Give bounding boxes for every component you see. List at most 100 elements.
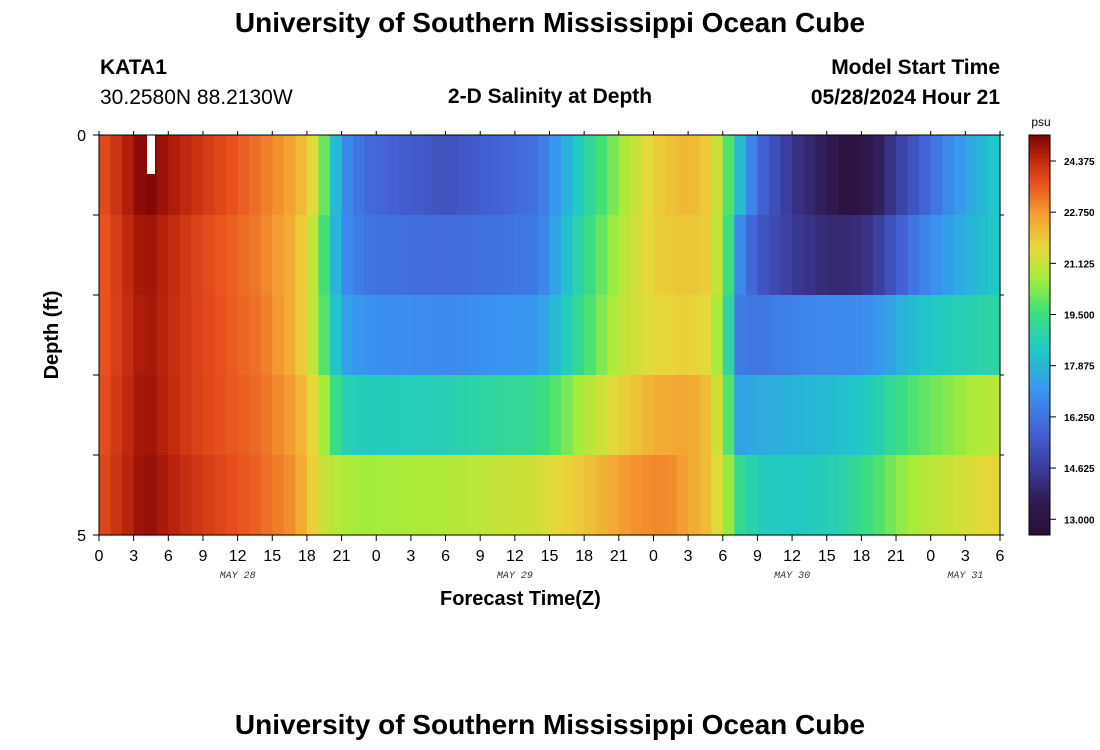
- heatmap-cell: [364, 455, 377, 536]
- heatmap-cell: [202, 295, 216, 376]
- heatmap-cell: [849, 455, 862, 536]
- heatmap-cell: [260, 455, 273, 536]
- heatmap-cell: [757, 375, 770, 456]
- heatmap-cell: [399, 215, 412, 296]
- heatmap-cell: [145, 455, 158, 536]
- heatmap-cell: [826, 375, 839, 456]
- heatmap-cell: [584, 375, 597, 456]
- heatmap-cell: [688, 215, 701, 296]
- heatmap-cell: [526, 375, 539, 456]
- heatmap-cell: [410, 455, 424, 536]
- heatmap-cell: [480, 375, 493, 456]
- heatmap-cell: [399, 295, 412, 376]
- heatmap-cell: [399, 455, 412, 536]
- heatmap-cell: [122, 135, 135, 216]
- heatmap-cell: [676, 295, 689, 376]
- heatmap-cell: [364, 375, 377, 456]
- heatmap-cell: [191, 135, 204, 216]
- heatmap-cell: [896, 295, 909, 376]
- heatmap-cell: [711, 455, 724, 536]
- heatmap-cell: [99, 295, 112, 376]
- heatmap-cell: [768, 135, 782, 216]
- heatmap-cell: [445, 135, 458, 216]
- x-tick-label: 9: [199, 548, 208, 565]
- heatmap-cell: [826, 455, 839, 536]
- heatmap-cell: [988, 135, 1001, 216]
- heatmap-cell: [896, 135, 909, 216]
- x-tick-label: 15: [541, 548, 559, 565]
- heatmap-cell: [561, 375, 574, 456]
- heatmap-cell: [237, 295, 250, 376]
- heatmap-cell: [503, 455, 516, 536]
- heatmap-cell: [376, 455, 389, 536]
- x-tick-label: 12: [783, 548, 801, 565]
- heatmap-cell: [491, 375, 504, 456]
- heatmap-cell: [364, 295, 377, 376]
- heatmap-cell: [896, 455, 909, 536]
- heatmap-cell: [734, 375, 747, 456]
- heatmap-cell: [838, 215, 851, 296]
- heatmap-cell: [491, 455, 504, 536]
- plot-title: 2-D Salinity at Depth: [447, 85, 653, 108]
- heatmap-cell: [99, 375, 112, 456]
- heatmap-cell: [595, 295, 608, 376]
- heatmap-cell: [387, 295, 400, 376]
- heatmap-cell: [179, 295, 193, 376]
- heatmap-cell: [503, 375, 516, 456]
- heatmap-cell: [965, 375, 978, 456]
- heatmap-cell: [965, 135, 978, 216]
- x-tick-label: 15: [818, 548, 836, 565]
- heatmap-cell: [156, 135, 169, 216]
- heatmap-cell: [410, 295, 424, 376]
- heatmap-cell: [133, 455, 146, 536]
- heatmap-cell: [156, 455, 169, 536]
- heatmap-cell: [214, 295, 227, 376]
- heatmap-cell: [665, 295, 678, 376]
- heatmap-cell: [618, 295, 631, 376]
- heatmap-cell: [711, 135, 724, 216]
- heatmap-cell: [306, 455, 320, 536]
- heatmap-cell: [480, 215, 493, 296]
- heatmap-cell: [641, 215, 655, 296]
- heatmap-cell: [976, 135, 990, 216]
- heatmap-cell: [988, 295, 1001, 376]
- x-axis: 0 3 6 9 12 15 18 21 0 3 6 9 12 15 18 21 0 3 6 9 12 15 18 21 0 3 6 M…: [95, 131, 1005, 582]
- heatmap-cell: [780, 215, 793, 296]
- heatmap-cell: [318, 215, 331, 296]
- heatmap-cell: [953, 295, 966, 376]
- heatmap-cell: [341, 455, 354, 536]
- heatmap-cell: [930, 135, 943, 216]
- heatmap-cell: [179, 375, 193, 456]
- heatmap-cell: [641, 375, 655, 456]
- heatmap-cell: [249, 295, 262, 376]
- heatmap-cell: [561, 215, 574, 296]
- heatmap-cell: [803, 295, 816, 376]
- heatmap-cell: [688, 375, 701, 456]
- y-tick-label: 5: [77, 528, 86, 545]
- heatmap-cell: [549, 295, 562, 376]
- heatmap-cell: [618, 455, 631, 536]
- heatmap-cell: [491, 215, 504, 296]
- heatmap-cell: [480, 135, 493, 216]
- heatmap-cell: [711, 295, 724, 376]
- heatmap-cell: [826, 295, 839, 376]
- heatmap-cell: [330, 455, 343, 536]
- heatmap-cell: [745, 455, 759, 536]
- heatmap-cell: [318, 455, 331, 536]
- heatmap-cell: [722, 295, 735, 376]
- heatmap-cell: [191, 455, 204, 536]
- heatmap-cell: [872, 135, 886, 216]
- heatmap-cells: [99, 135, 1001, 536]
- heatmap-cell: [353, 375, 366, 456]
- heatmap-cell: [549, 135, 562, 216]
- page-title: University of Southern Mississippi Ocean…: [234, 7, 866, 38]
- heatmap-cell: [457, 375, 470, 456]
- heatmap-cell: [260, 215, 273, 296]
- heatmap-cell: [711, 375, 724, 456]
- heatmap-cell: [202, 375, 216, 456]
- heatmap-cell: [133, 135, 146, 216]
- heatmap-cell: [226, 215, 239, 296]
- heatmap-cell: [722, 135, 735, 216]
- heatmap-cell: [930, 375, 943, 456]
- model-start-label: Model Start Time: [831, 56, 1000, 79]
